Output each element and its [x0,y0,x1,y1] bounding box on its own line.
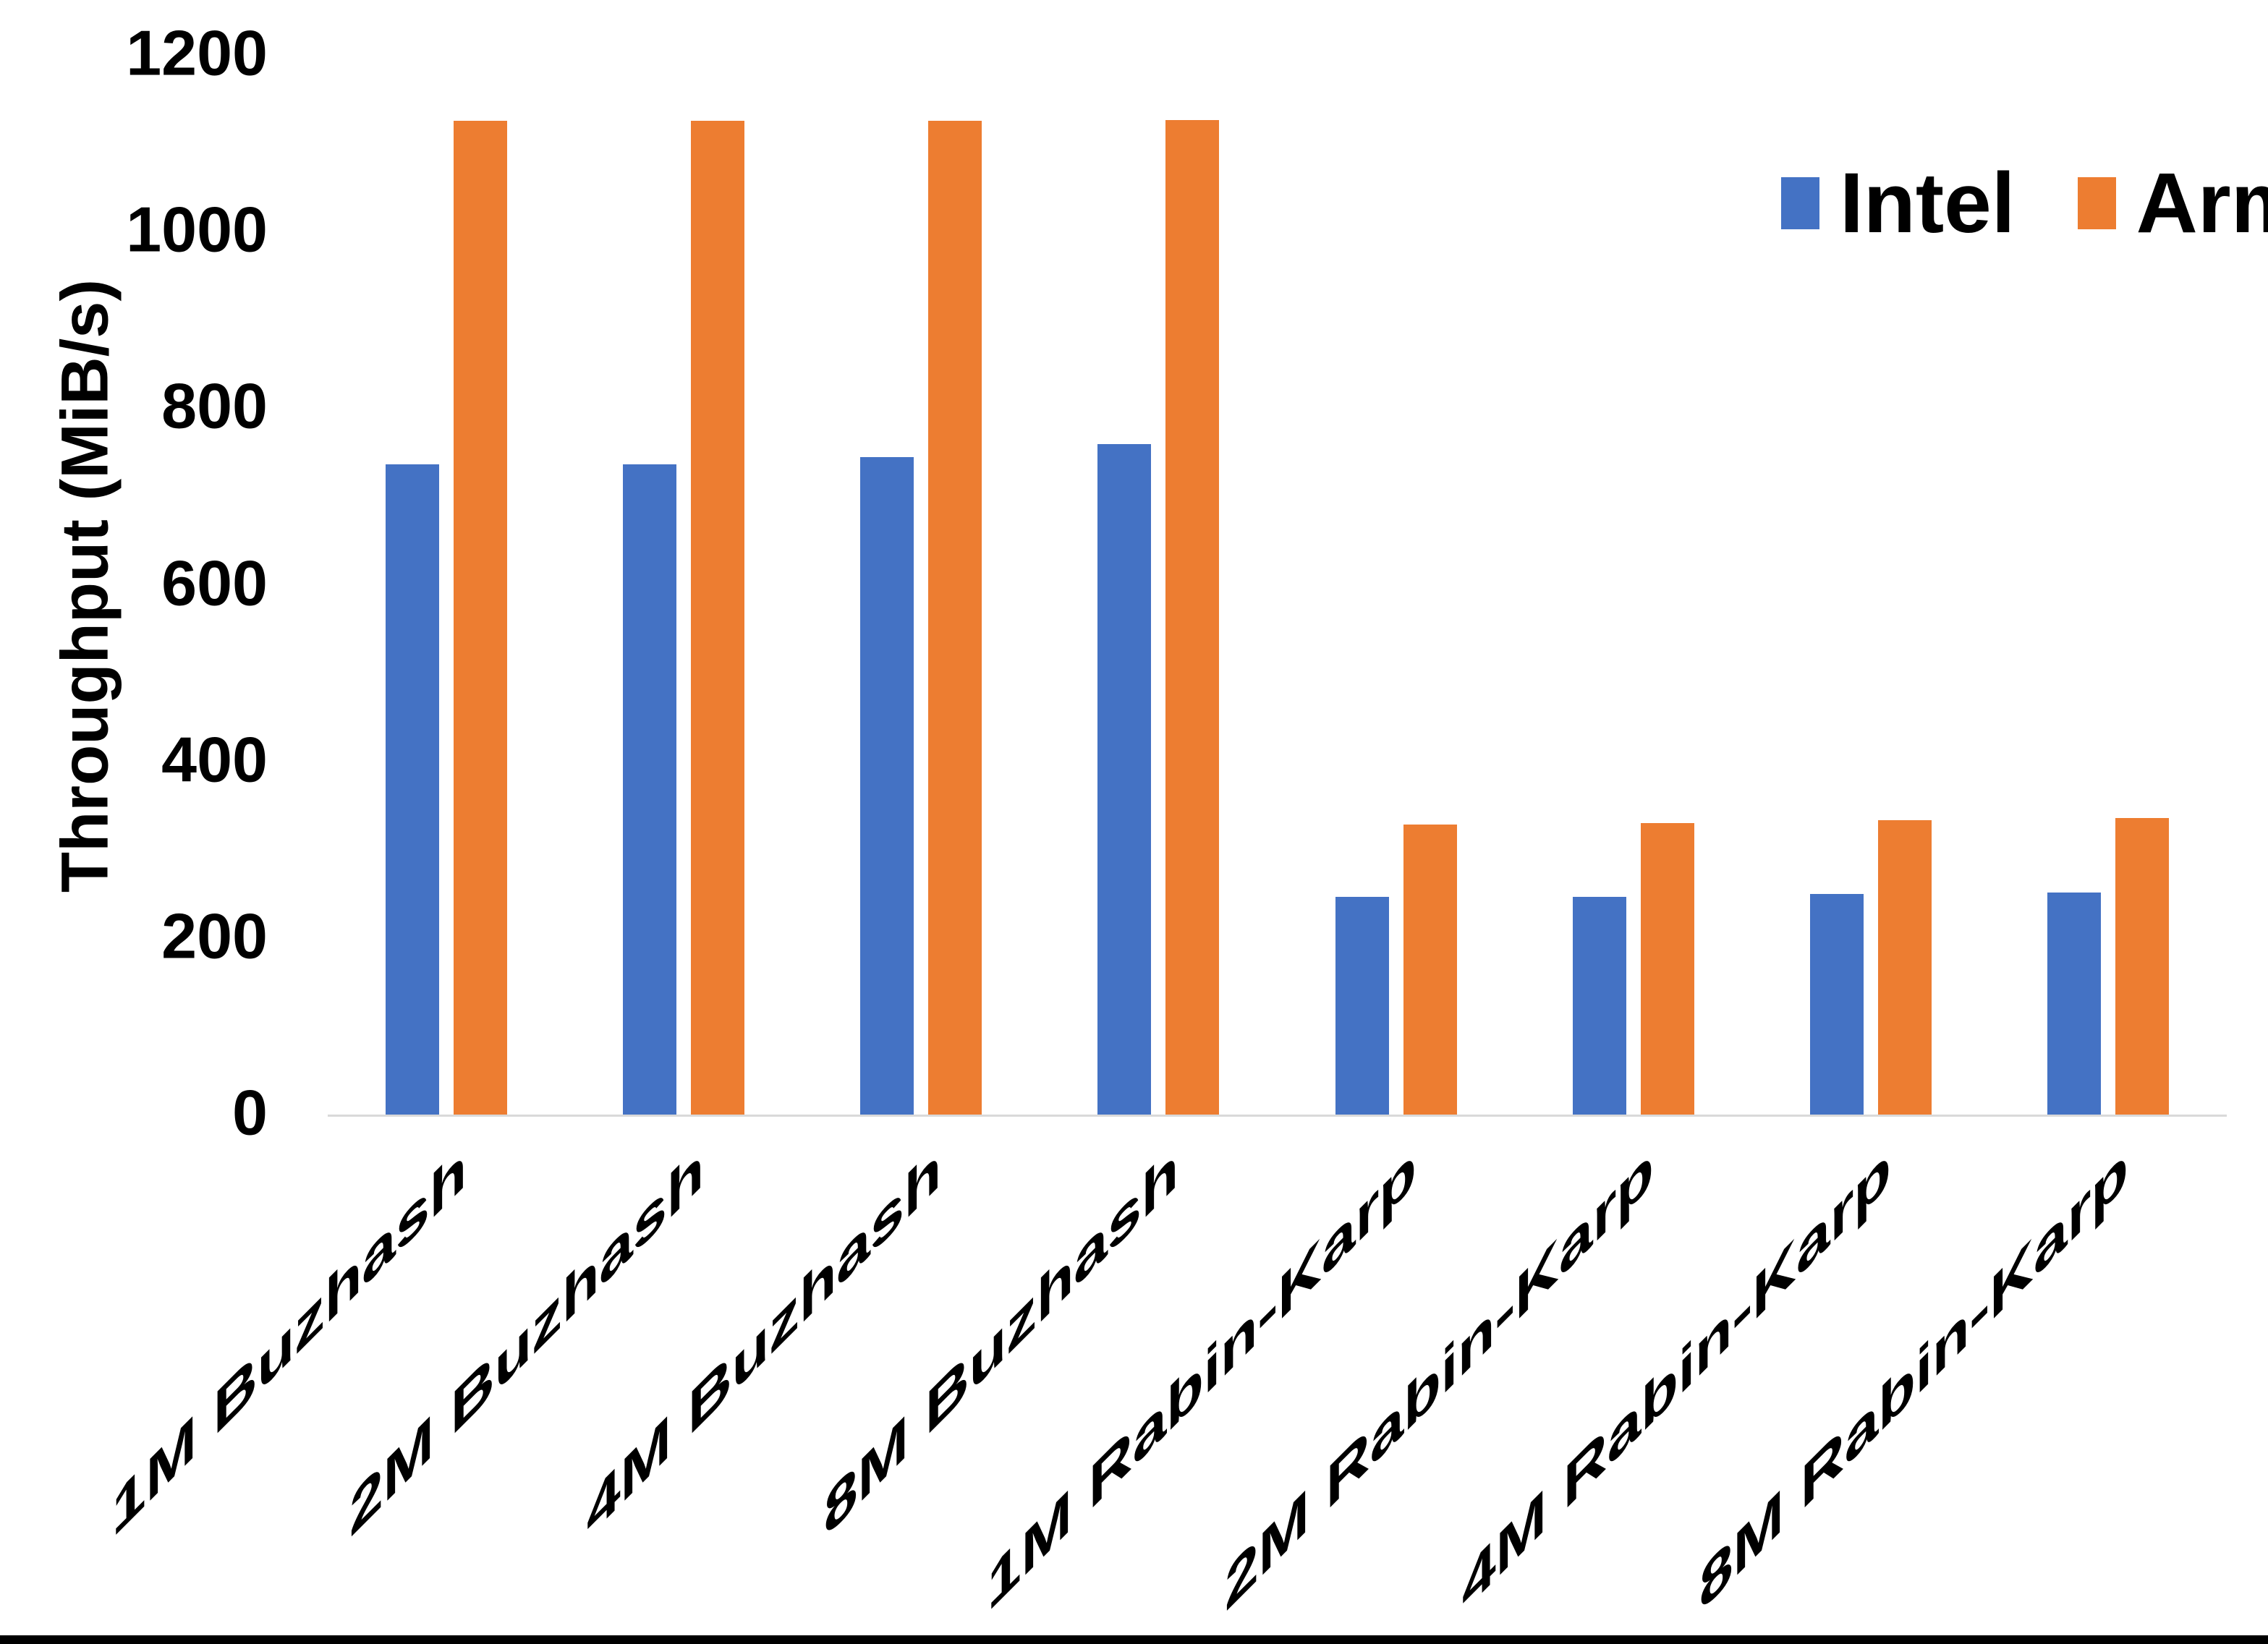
legend: IntelArm [1781,161,2268,246]
x-axis-label: 2M Rabin-Karp [1224,1129,1654,1626]
bar-intel-4 [1097,444,1152,1115]
bar-intel-8 [2047,893,2101,1115]
bar-intel-2 [623,464,677,1115]
y-tick-label: 400 [161,723,268,796]
y-tick-label: 800 [161,370,268,442]
x-axis-label: 4M Rabin-Karp [1462,1129,1891,1626]
y-tick-label: 0 [232,1076,268,1149]
bar-intel-5 [1335,897,1389,1115]
bar-arm-2 [691,121,745,1115]
bar-intel-1 [386,464,440,1115]
bar-arm-1 [454,121,508,1115]
y-tick-label: 1000 [126,193,268,265]
legend-swatch-arm [2077,177,2116,229]
x-axis-label: 1M Rabin-Karp [987,1129,1417,1626]
legend-label: Arm [2136,156,2268,251]
y-tick-label: 200 [161,900,268,972]
bottom-border [0,1635,2268,1644]
bar-arm-6 [1640,822,1694,1115]
bar-arm-7 [1877,820,1932,1115]
legend-label: Intel [1840,156,2016,251]
y-tick-label: 1200 [126,17,268,89]
legend-swatch-intel [1781,177,1819,229]
bar-intel-3 [860,457,914,1115]
bar-arm-5 [1403,825,1457,1115]
legend-item-arm: Arm [2077,156,2268,251]
bar-intel-7 [1809,893,1864,1115]
x-axis-label: 8M Rabin-Karp [1699,1129,2128,1626]
bar-intel-6 [1572,897,1626,1115]
bar-arm-4 [1165,120,1220,1115]
legend-item-intel: Intel [1781,161,2016,246]
x-axis-line [328,1115,2227,1117]
bar-arm-8 [2115,817,2169,1115]
y-tick-label: 600 [161,546,268,618]
bar-arm-3 [928,121,982,1115]
